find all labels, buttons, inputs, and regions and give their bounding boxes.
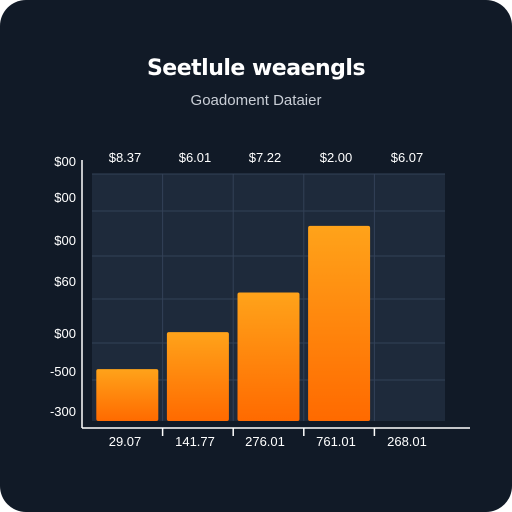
top-value-label: $6.01 — [179, 150, 212, 165]
chart-subtitle: Goadoment Dataier — [190, 92, 322, 109]
x-tick-label: 141.77 — [175, 434, 215, 449]
top-value-label: $8.37 — [109, 150, 142, 165]
x-tick-label: 761.01 — [316, 434, 356, 449]
y-tick-label: $60 — [54, 274, 76, 289]
x-tick-label: 268.01 — [387, 434, 427, 449]
y-tick-label: -500 — [50, 364, 76, 379]
y-tick-label: $00 — [54, 326, 76, 341]
y-tick-label: $00 — [54, 154, 76, 169]
top-value-label: $2.00 — [320, 150, 353, 165]
y-tick-label: -300 — [50, 404, 76, 419]
y-tick-label: $00 — [54, 190, 76, 205]
chart-title: Seetlule weaengls — [146, 56, 366, 81]
axes — [81, 160, 470, 436]
y-tick-label: $00 — [54, 233, 76, 248]
x-tick-label: 29.07 — [109, 434, 142, 449]
bars-group — [96, 225, 371, 421]
bar — [237, 292, 300, 421]
bar — [166, 332, 229, 421]
labels-group: $00 $00 $00 $60 $00 -500 -300 $8.37 $6.01 $7.22 $2… — [50, 150, 427, 449]
x-tick-label: 276.01 — [245, 434, 285, 449]
top-value-label: $6.07 — [391, 150, 424, 165]
bar — [308, 225, 371, 421]
top-value-label: $7.22 — [249, 150, 282, 165]
bar — [96, 369, 159, 421]
